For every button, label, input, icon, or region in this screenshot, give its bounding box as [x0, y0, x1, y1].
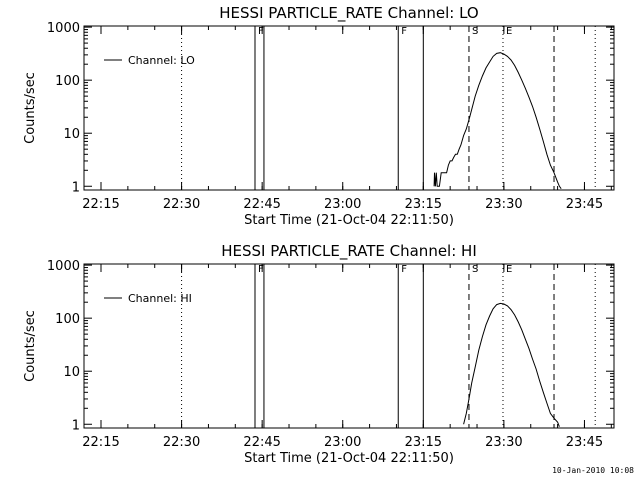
x-tick-label: 23:15: [405, 435, 442, 450]
y-tick-label: 10: [63, 365, 80, 380]
x-axis-label: Start Time (21-Oct-04 22:11:50): [244, 451, 454, 466]
x-tick-label: 23:00: [324, 435, 361, 450]
y-tick-label: 1000: [47, 21, 80, 36]
x-tick-label: 22:15: [82, 435, 119, 450]
x-tick-label: 22:45: [243, 197, 280, 212]
y-axis-label: Counts/sec: [23, 72, 38, 144]
legend-entry: Channel: HI: [128, 292, 192, 305]
footer-date-stamp: 10-Jan-2010 10:08: [552, 466, 634, 475]
chart-title: HESSI PARTICLE_RATE Channel: LO: [219, 4, 478, 23]
chart-panel-2: HESSI PARTICLE_RATE Channel: HI 22:15 22:3…: [23, 242, 615, 466]
x-tick-label: 23:45: [566, 197, 603, 212]
x-tick-label: 22:45: [243, 435, 280, 450]
x-tick-label: 22:30: [163, 435, 200, 450]
plot-frame: [83, 25, 615, 191]
y-axis-label: Counts/sec: [23, 310, 38, 382]
plot-frame: [83, 263, 615, 429]
solid-marker-label: F: [401, 264, 407, 275]
dotted-marker-label: E: [506, 26, 512, 37]
x-tick-label: 22:30: [163, 197, 200, 212]
chart-title: HESSI PARTICLE_RATE Channel: HI: [221, 242, 477, 261]
solid-marker-label: F: [258, 264, 264, 275]
series-line: [463, 302, 560, 427]
solid-marker-label: F: [258, 26, 264, 37]
y-tick-label: 1: [72, 180, 80, 195]
y-tick-label: 100: [55, 312, 80, 327]
x-tick-label: 23:00: [324, 197, 361, 212]
y-tick-label: 10: [63, 127, 80, 142]
x-tick-label: 23:15: [405, 197, 442, 212]
chart-panel-1: HESSI PARTICLE_RATE Channel: LO 22:15 22:3…: [23, 4, 615, 228]
x-tick-label: 23:45: [566, 435, 603, 450]
series-line: [433, 52, 562, 189]
y-tick-label: 1000: [47, 259, 80, 274]
legend-entry: Channel: LO: [128, 54, 195, 67]
x-axis-label: Start Time (21-Oct-04 22:11:50): [244, 213, 454, 228]
y-tick-label: 1: [72, 418, 80, 433]
x-tick-label: 23:30: [485, 435, 522, 450]
solid-marker-label: F: [401, 26, 407, 37]
dashed-marker-label: S: [472, 26, 478, 37]
y-tick-label: 100: [55, 74, 80, 89]
x-tick-label: 22:15: [82, 197, 119, 212]
dotted-marker-label: E: [506, 264, 512, 275]
dashed-marker-label: S: [472, 264, 478, 275]
x-tick-label: 23:30: [485, 197, 522, 212]
